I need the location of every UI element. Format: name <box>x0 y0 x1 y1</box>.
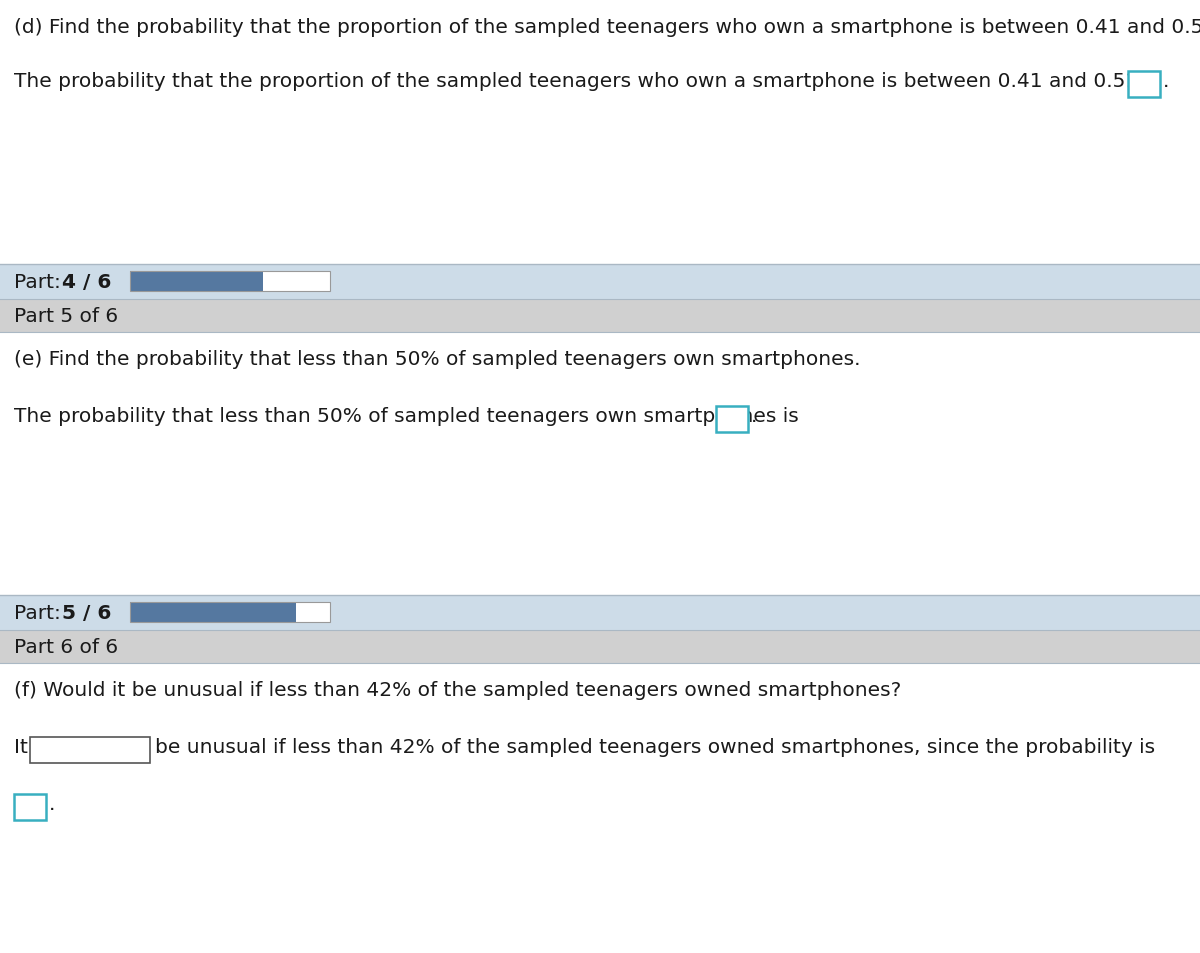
Text: It: It <box>14 738 35 757</box>
Text: .: . <box>1163 71 1169 91</box>
Text: (e) Find the probability that less than 50% of sampled teenagers own smartphones: (e) Find the probability that less than … <box>14 350 860 369</box>
Text: ▼: ▼ <box>134 743 143 757</box>
Text: (Choose one): (Choose one) <box>35 742 142 758</box>
Bar <box>30 738 150 763</box>
Text: The probability that less than 50% of sampled teenagers own smartphones is: The probability that less than 50% of sa… <box>14 407 799 426</box>
Text: 5 / 6: 5 / 6 <box>62 604 112 623</box>
Bar <box>130 272 263 292</box>
Text: .: . <box>751 407 757 426</box>
Bar <box>14 794 46 821</box>
Bar <box>0 266 1200 299</box>
Bar <box>263 272 330 292</box>
Text: (d) Find the probability that the proportion of the sampled teenagers who own a : (d) Find the probability that the propor… <box>14 18 1200 37</box>
Bar <box>130 602 330 622</box>
Bar <box>130 602 296 622</box>
Text: be unusual if less than 42% of the sampled teenagers owned smartphones, since th: be unusual if less than 42% of the sampl… <box>155 738 1156 757</box>
Bar <box>0 597 1200 630</box>
Text: 4 / 6: 4 / 6 <box>62 274 112 293</box>
Text: The probability that the proportion of the sampled teenagers who own a smartphon: The probability that the proportion of t… <box>14 71 1160 91</box>
Bar <box>1128 71 1160 98</box>
Text: Part 6 of 6: Part 6 of 6 <box>14 638 118 657</box>
Text: Part:: Part: <box>14 274 67 293</box>
Bar <box>0 334 1200 596</box>
Bar <box>716 407 748 433</box>
Bar <box>0 0 1200 265</box>
Text: (f) Would it be unusual if less than 42% of the sampled teenagers owned smartpho: (f) Would it be unusual if less than 42%… <box>14 680 901 700</box>
Bar <box>0 631 1200 663</box>
Text: .: . <box>49 794 55 813</box>
Text: Part:: Part: <box>14 604 67 623</box>
Bar <box>0 664 1200 953</box>
Text: Part 5 of 6: Part 5 of 6 <box>14 307 118 326</box>
Bar <box>130 272 330 292</box>
Bar <box>296 602 330 622</box>
Bar <box>0 301 1200 333</box>
